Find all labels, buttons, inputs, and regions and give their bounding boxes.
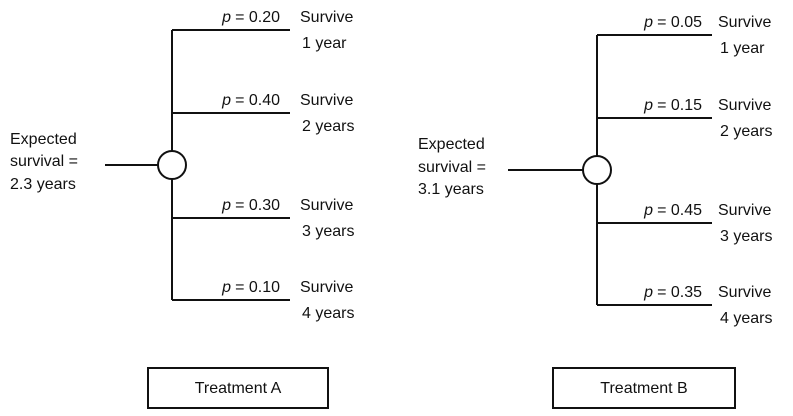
expected-survival-label: survival = <box>418 159 486 176</box>
treatment-label: Treatment A <box>195 380 282 397</box>
outcome-label: Survive <box>300 9 353 26</box>
probability-label: p = 0.10 <box>221 279 280 296</box>
probability-value: = 0.10 <box>235 279 280 296</box>
chance-node <box>582 155 612 185</box>
probability-label: p = 0.35 <box>643 284 702 301</box>
treatment-label: Treatment B <box>600 380 687 397</box>
probability-label: p = 0.40 <box>221 92 280 109</box>
probability-value: = 0.30 <box>235 197 280 214</box>
probability-symbol: p <box>221 92 231 109</box>
probability-value: = 0.35 <box>657 284 702 301</box>
probability-value: = 0.40 <box>235 92 280 109</box>
probability-symbol: p <box>221 9 231 26</box>
outcome-label: Survive <box>718 14 771 31</box>
expected-survival-label: 2.3 years <box>10 176 76 193</box>
outcome-label: 1 year <box>720 40 765 57</box>
expected-survival-label: 3.1 years <box>418 181 484 198</box>
outcome-label: Survive <box>300 92 353 109</box>
outcome-label: Survive <box>718 202 771 219</box>
outcome-label: 1 year <box>302 35 347 52</box>
outcome-label: Survive <box>718 284 771 301</box>
treatment-box <box>147 367 329 409</box>
expected-survival-label: Expected <box>10 131 77 148</box>
probability-value: = 0.20 <box>235 9 280 26</box>
probability-label: p = 0.05 <box>643 14 702 31</box>
outcome-label: 2 years <box>720 123 772 140</box>
outcome-label: 4 years <box>302 305 354 322</box>
outcome-label: Survive <box>300 279 353 296</box>
probability-value: = 0.05 <box>657 14 702 31</box>
probability-label: p = 0.30 <box>221 197 280 214</box>
outcome-label: 3 years <box>720 228 772 245</box>
probability-symbol: p <box>643 97 653 114</box>
probability-symbol: p <box>643 14 653 31</box>
probability-symbol: p <box>221 197 231 214</box>
probability-label: p = 0.15 <box>643 97 702 114</box>
probability-label: p = 0.45 <box>643 202 702 219</box>
outcome-label: Survive <box>300 197 353 214</box>
probability-symbol: p <box>221 279 231 296</box>
chance-node <box>157 150 187 180</box>
outcome-label: 3 years <box>302 223 354 240</box>
probability-value: = 0.15 <box>657 97 702 114</box>
probability-value: = 0.45 <box>657 202 702 219</box>
outcome-label: 4 years <box>720 310 772 327</box>
expected-survival-label: survival = <box>10 153 78 170</box>
treatment-box <box>552 367 736 409</box>
probability-symbol: p <box>643 202 653 219</box>
probability-symbol: p <box>643 284 653 301</box>
expected-survival-label: Expected <box>418 136 485 153</box>
outcome-label: 2 years <box>302 118 354 135</box>
outcome-label: Survive <box>718 97 771 114</box>
probability-label: p = 0.20 <box>221 9 280 26</box>
